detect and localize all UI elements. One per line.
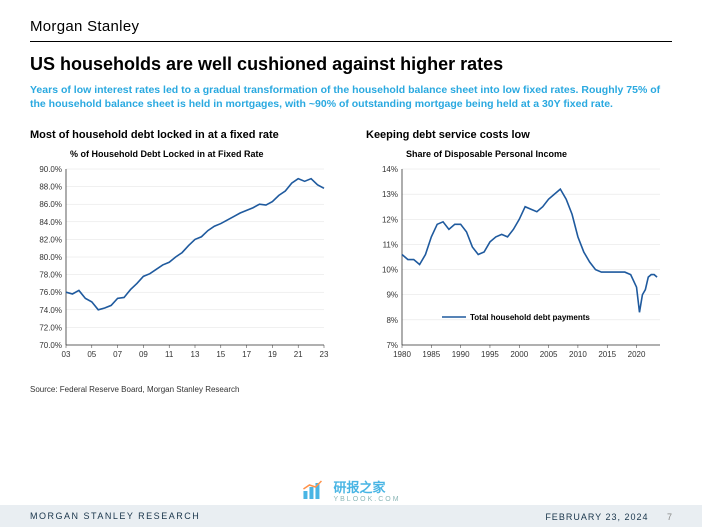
svg-text:17: 17 [242, 350, 251, 359]
svg-text:88.0%: 88.0% [39, 183, 62, 192]
svg-text:14%: 14% [382, 165, 398, 174]
svg-text:15: 15 [216, 350, 225, 359]
svg-text:84.0%: 84.0% [39, 218, 62, 227]
chart-left-title: Most of household debt locked in at a fi… [30, 129, 336, 141]
svg-text:11%: 11% [383, 241, 398, 250]
svg-text:80.0%: 80.0% [39, 253, 62, 262]
svg-text:03: 03 [62, 350, 71, 359]
svg-text:13: 13 [191, 350, 200, 359]
svg-text:Total household debt payments: Total household debt payments [470, 313, 590, 322]
footer-page: 7 [667, 512, 672, 522]
chart-right-subtitle: Share of Disposable Personal Income [406, 149, 672, 159]
svg-text:8%: 8% [386, 316, 398, 325]
svg-text:2015: 2015 [598, 350, 616, 359]
svg-text:2000: 2000 [510, 350, 528, 359]
chart-right: 7% 8% 9% 10% 11% 12% 13% 14% 1980 1985 1990 1995 200… [366, 163, 666, 363]
svg-text:9%: 9% [386, 291, 398, 300]
source-text: Source: Federal Reserve Board, Morgan St… [30, 385, 672, 394]
svg-text:82.0%: 82.0% [39, 236, 62, 245]
svg-text:05: 05 [87, 350, 96, 359]
svg-text:12%: 12% [382, 216, 398, 225]
svg-text:74.0%: 74.0% [39, 306, 62, 315]
svg-text:2020: 2020 [628, 350, 646, 359]
chart-right-title: Keeping debt service costs low [366, 129, 672, 141]
subtitle-text: Years of low interest rates led to a gra… [30, 83, 672, 111]
svg-text:10%: 10% [382, 266, 398, 275]
watermark-icon [301, 479, 327, 501]
svg-text:1980: 1980 [393, 350, 411, 359]
brand-logo: Morgan Stanley [30, 18, 672, 35]
svg-text:1995: 1995 [481, 350, 499, 359]
svg-text:2005: 2005 [540, 350, 558, 359]
svg-text:90.0%: 90.0% [39, 165, 62, 174]
svg-text:78.0%: 78.0% [39, 271, 62, 280]
svg-text:86.0%: 86.0% [39, 201, 62, 210]
svg-text:11: 11 [165, 350, 174, 359]
svg-text:23: 23 [320, 350, 329, 359]
svg-text:13%: 13% [382, 190, 398, 199]
svg-text:72.0%: 72.0% [39, 324, 62, 333]
svg-text:07: 07 [113, 350, 122, 359]
chart-left-subtitle: % of Household Debt Locked in at Fixed R… [70, 149, 336, 159]
svg-text:1990: 1990 [452, 350, 470, 359]
svg-text:2010: 2010 [569, 350, 587, 359]
footer-date: FEBRUARY 23, 2024 [545, 512, 648, 522]
divider [30, 41, 672, 42]
page-title: US households are well cushioned against… [30, 54, 672, 75]
svg-text:76.0%: 76.0% [39, 289, 62, 298]
chart-left: 70.0% 72.0% 74.0% 76.0% 78.0% 80.0% 82.0% 84.0%… [30, 163, 330, 363]
svg-text:7%: 7% [386, 341, 398, 350]
svg-text:1985: 1985 [422, 350, 440, 359]
svg-text:70.0%: 70.0% [39, 341, 62, 350]
watermark-sub: YBLOOK.COM [333, 496, 400, 503]
svg-text:21: 21 [294, 350, 303, 359]
footer: MORGAN STANLEY RESEARCH FEBRUARY 23, 202… [0, 505, 702, 527]
svg-text:19: 19 [268, 350, 277, 359]
svg-text:09: 09 [139, 350, 148, 359]
footer-left: MORGAN STANLEY RESEARCH [30, 511, 200, 521]
watermark-text: 研报之家 [333, 477, 400, 496]
watermark: 研报之家 YBLOOK.COM [301, 477, 400, 503]
